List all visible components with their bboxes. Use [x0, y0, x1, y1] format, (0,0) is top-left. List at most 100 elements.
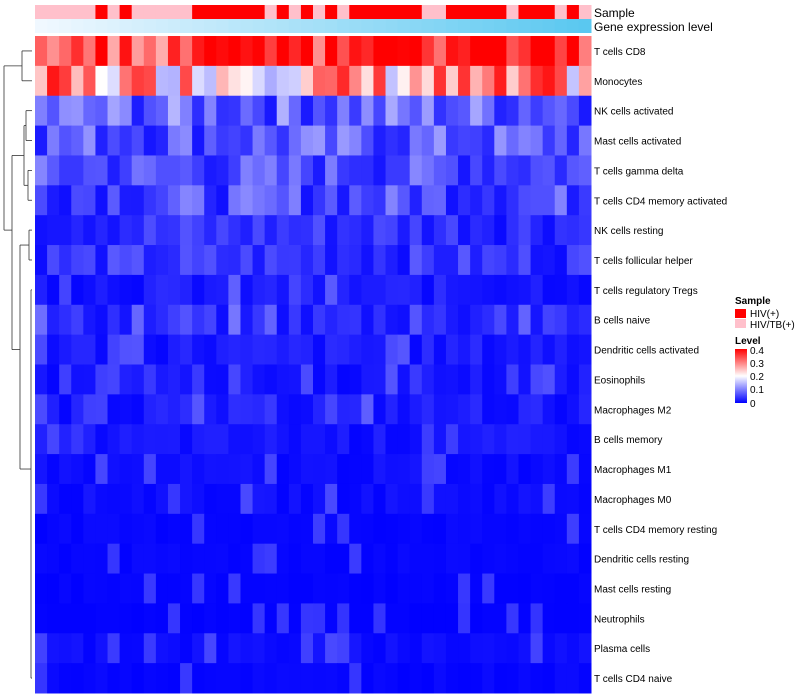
heatmap-cell [373, 454, 387, 485]
heatmap-cell [83, 334, 96, 365]
heatmap-cell [578, 304, 592, 336]
heatmap-cell [349, 603, 362, 634]
heatmap-cell [155, 394, 169, 425]
expression-cell [252, 19, 266, 33]
heatmap-cell [47, 185, 60, 216]
heatmap-cell [216, 274, 229, 306]
heatmap-cell [252, 364, 266, 395]
expression-cell [119, 19, 133, 33]
heatmap-cell [409, 95, 423, 127]
heatmap-cell [180, 95, 193, 127]
heatmap-cell [47, 603, 60, 634]
heatmap-cell [445, 573, 459, 604]
heatmap-cell [143, 36, 157, 67]
heatmap-cell [192, 483, 205, 515]
heatmap-cell [518, 334, 532, 365]
heatmap-cell [458, 334, 471, 365]
heatmap-cell [470, 364, 483, 395]
heatmap-cell [192, 603, 205, 634]
heatmap-cell [119, 573, 133, 604]
heatmap-cell [385, 483, 399, 515]
heatmap-cell [180, 65, 193, 97]
heatmap-cell [530, 454, 544, 485]
heatmap-cell [264, 454, 278, 485]
heatmap-cell [397, 215, 411, 246]
heatmap-cell [554, 364, 568, 395]
heatmap-cell [300, 274, 314, 306]
heatmap-cell [131, 454, 145, 485]
heatmap-cell [361, 483, 374, 515]
heatmap-cell [566, 394, 580, 425]
legend-label-hiv: HIV(+) [750, 309, 779, 320]
heatmap-cell [228, 663, 241, 694]
heatmap-cell [119, 513, 133, 545]
heatmap-cell [373, 304, 387, 336]
heatmap-cell [288, 65, 302, 97]
heatmap-cell [385, 185, 399, 216]
heatmap-cell [482, 215, 495, 246]
heatmap-cell [288, 633, 302, 664]
heatmap-cell [470, 394, 483, 425]
heatmap-cell [482, 185, 495, 216]
heatmap-cell [313, 95, 326, 127]
heatmap-cell [228, 95, 241, 127]
heatmap-cell [240, 424, 254, 455]
heatmap-cell [542, 394, 556, 425]
heatmap-cell [216, 125, 229, 156]
heatmap-cell [494, 424, 507, 455]
heatmap-cell [131, 424, 145, 455]
row-label: Macrophages M1 [594, 465, 672, 476]
heatmap-cell [421, 424, 435, 455]
heatmap-cell [192, 304, 205, 336]
heatmap-cell [192, 215, 205, 246]
heatmap-cell [131, 394, 145, 425]
heatmap-cell [35, 304, 48, 336]
expression-cell [71, 19, 84, 33]
heatmap-cell [494, 394, 507, 425]
heatmap-cell [409, 65, 423, 97]
heatmap-cell [445, 65, 459, 97]
sample-cell [167, 5, 181, 19]
heatmap-cell [95, 364, 109, 395]
heatmap-cell [131, 483, 145, 515]
heatmap-cell [167, 155, 181, 186]
heatmap-cell [155, 125, 169, 156]
heatmap-cell [397, 95, 411, 127]
heatmap-cell [71, 663, 84, 694]
heatmap-cell [276, 454, 290, 485]
heatmap-cell [143, 95, 157, 127]
heatmap-cell [300, 663, 314, 694]
heatmap-cell [240, 663, 254, 694]
heatmap-cell [95, 304, 109, 336]
heatmap-cell [445, 424, 459, 455]
heatmap-cell [276, 125, 290, 156]
heatmap-cell [167, 215, 181, 246]
heatmap-cell [143, 274, 157, 306]
heatmap-cell [288, 394, 302, 425]
heatmap-cell [385, 633, 399, 664]
heatmap-cell [482, 454, 495, 485]
heatmap-cell [506, 394, 519, 425]
heatmap-cell [409, 394, 423, 425]
heatmap-cell [325, 424, 338, 455]
heatmap-cell [518, 364, 532, 395]
heatmap-cell [180, 215, 193, 246]
heatmap-cell [155, 424, 169, 455]
heatmap-cell [95, 603, 109, 634]
heatmap-cell [95, 274, 109, 306]
heatmap-cell [470, 185, 483, 216]
heatmap-cell [337, 424, 350, 455]
heatmap-cell [35, 573, 48, 604]
heatmap-cell [554, 185, 568, 216]
row-label: Monocytes [594, 77, 642, 88]
row-label: Eosinophils [594, 375, 645, 386]
heatmap-cell [445, 245, 459, 276]
heatmap-cell [107, 394, 121, 425]
heatmap-cell [397, 424, 411, 455]
heatmap-cell [482, 663, 495, 694]
heatmap-cell [59, 663, 72, 694]
heatmap-cell [131, 364, 145, 395]
sample-cell [409, 5, 423, 19]
legend-level-title: Level [735, 336, 761, 347]
heatmap-cell [566, 633, 580, 664]
